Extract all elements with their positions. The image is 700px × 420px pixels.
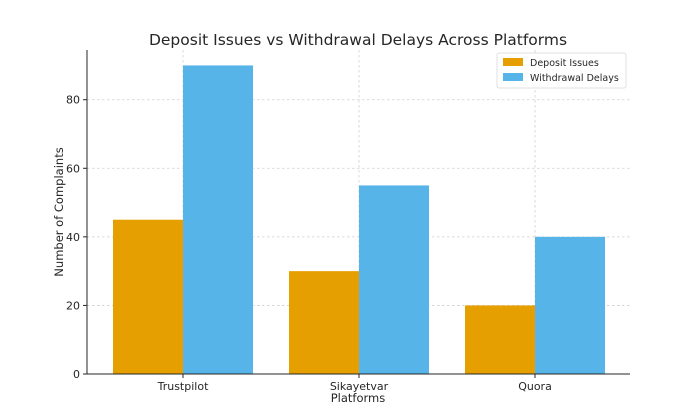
bar-withdrawal-delays-quora [535, 236, 605, 374]
bar-deposit-issues-quora [465, 305, 535, 374]
x-axis-label: Platforms [331, 391, 386, 405]
legend-frame [496, 52, 627, 89]
bar-withdrawal-delays-sikayetvar [359, 185, 429, 374]
x-tick-label: Quora [518, 380, 552, 393]
y-tick-label: 0 [73, 368, 80, 381]
x-tick-label: Trustpilot [157, 380, 209, 393]
ticks: 0 20 40 60 80 Trustpilot Sikayetvar Quora [66, 94, 552, 393]
y-axis-label: Number of Complaints [52, 147, 66, 276]
bars [113, 65, 605, 374]
y-tick-label: 80 [66, 94, 80, 107]
legend: Deposit Issues Withdrawal Delays [496, 52, 627, 89]
legend-swatch [503, 73, 523, 81]
legend-entry-label: Withdrawal Delays [530, 73, 619, 84]
legend-swatch [503, 58, 523, 66]
bar-deposit-issues-sikayetvar [289, 271, 359, 374]
y-tick-label: 40 [66, 231, 80, 244]
chart-title: Deposit Issues vs Withdrawal Delays Acro… [149, 31, 567, 49]
bar-withdrawal-delays-trustpilot [183, 65, 253, 374]
y-tick-label: 20 [66, 299, 80, 312]
legend-entry-label: Deposit Issues [530, 58, 599, 69]
y-tick-label: 60 [66, 162, 80, 175]
x-tick-label: Sikayetvar [330, 380, 389, 393]
bar-deposit-issues-trustpilot [113, 219, 183, 374]
